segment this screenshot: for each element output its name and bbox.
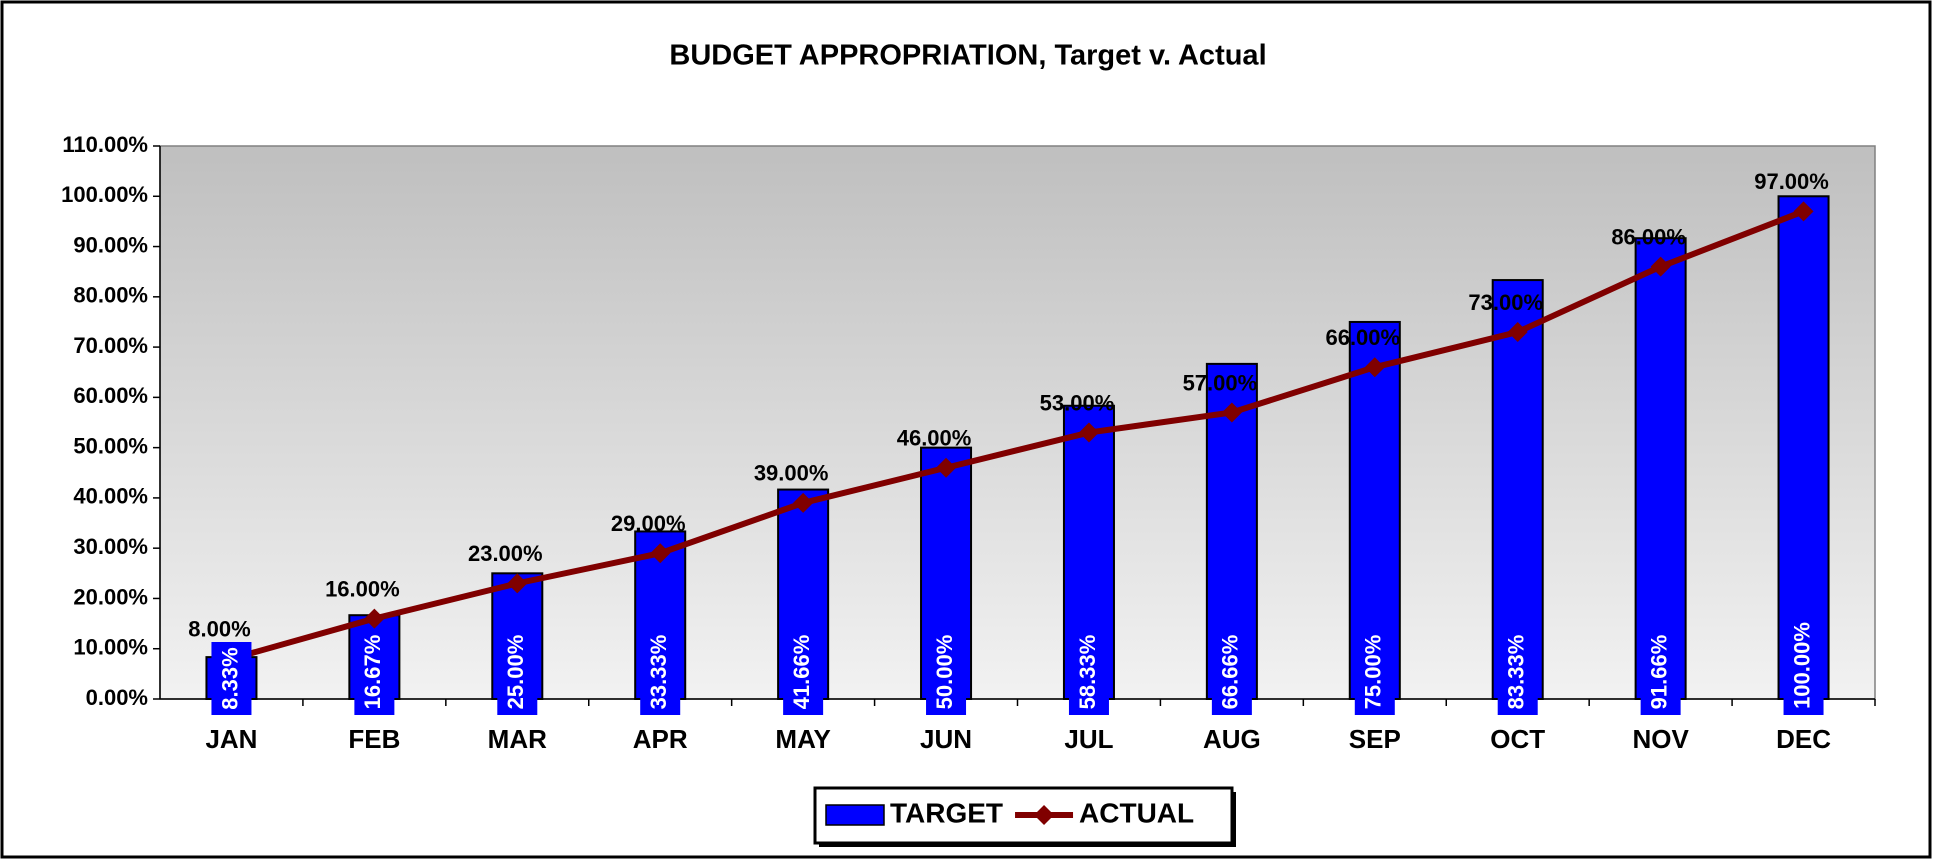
bar-value-label: 66.66% bbox=[1218, 635, 1243, 710]
bar-value-label: 33.33% bbox=[646, 635, 671, 710]
y-tick-label: 60.00% bbox=[73, 383, 148, 408]
line-value-label: 97.00% bbox=[1754, 169, 1829, 194]
y-tick-label: 100.00% bbox=[61, 182, 148, 207]
bar-label-bg bbox=[1497, 629, 1538, 715]
bar-label-bg bbox=[354, 629, 395, 715]
bar-value-label: 16.67% bbox=[360, 635, 385, 710]
chart-title: BUDGET APPROPRIATION, Target v. Actual bbox=[669, 40, 1266, 72]
bar-label-bg bbox=[1640, 629, 1681, 715]
line-value-label: 29.00% bbox=[611, 511, 686, 536]
line-value-label: 46.00% bbox=[897, 426, 972, 451]
line-marker bbox=[1793, 201, 1814, 222]
bar bbox=[1777, 195, 1830, 700]
plot-area bbox=[159, 145, 1876, 700]
x-tick-label: FEB bbox=[348, 724, 400, 754]
legend-swatch bbox=[825, 804, 885, 826]
line-value-label: 73.00% bbox=[1468, 290, 1543, 315]
x-tick-label: AUG bbox=[1203, 724, 1261, 754]
x-tick-label: OCT bbox=[1490, 724, 1545, 754]
line bbox=[230, 208, 1805, 662]
bar-label-bg bbox=[640, 629, 681, 715]
legend-label: TARGET bbox=[890, 797, 1003, 828]
line-value-label: 8.00% bbox=[188, 617, 250, 642]
y-tick-label: 10.00% bbox=[73, 635, 148, 660]
line-marker bbox=[1364, 357, 1385, 378]
y-tick-label: 80.00% bbox=[73, 283, 148, 308]
x-tick-label: JUL bbox=[1064, 724, 1113, 754]
y-tick-label: 50.00% bbox=[73, 433, 148, 458]
y-tick-label: 30.00% bbox=[73, 534, 148, 559]
x-tick-label: SEP bbox=[1349, 724, 1401, 754]
bar-label-bg bbox=[1211, 629, 1252, 715]
y-tick-label: 20.00% bbox=[73, 584, 148, 609]
bar-value-label: 25.00% bbox=[503, 635, 528, 710]
line-value-label: 23.00% bbox=[468, 541, 543, 566]
y-tick-label: 70.00% bbox=[73, 333, 148, 358]
x-tick-label: DEC bbox=[1776, 724, 1831, 754]
line-marker bbox=[1507, 322, 1528, 343]
bar-label-bg bbox=[1354, 629, 1395, 715]
bar-label-bg bbox=[1068, 629, 1109, 715]
line-marker bbox=[364, 608, 385, 629]
legend-label: ACTUAL bbox=[1079, 797, 1194, 828]
line-value-label: 16.00% bbox=[325, 576, 400, 601]
x-tick-label: JAN bbox=[205, 724, 257, 754]
line-value-label: 66.00% bbox=[1325, 325, 1400, 350]
x-tick-label: MAR bbox=[488, 724, 547, 754]
line-marker bbox=[1078, 422, 1099, 443]
y-tick-label: 110.00% bbox=[62, 132, 148, 157]
line-marker bbox=[793, 492, 814, 513]
bar-value-label: 83.33% bbox=[1504, 635, 1529, 710]
bar-value-label: 8.33% bbox=[217, 647, 242, 709]
bar-value-label: 100.00% bbox=[1789, 622, 1814, 709]
line-value-label: 53.00% bbox=[1040, 390, 1115, 415]
bar-label-bg bbox=[926, 629, 967, 715]
y-tick-label: 90.00% bbox=[73, 232, 148, 257]
line-marker bbox=[1221, 402, 1242, 423]
bar-value-label: 91.66% bbox=[1646, 635, 1671, 710]
bar-value-label: 50.00% bbox=[932, 635, 957, 710]
line-value-label: 39.00% bbox=[754, 461, 829, 486]
line-marker bbox=[936, 457, 957, 478]
bar-label-bg bbox=[497, 629, 538, 715]
bar-label-bg bbox=[783, 629, 824, 715]
line-marker bbox=[650, 543, 671, 564]
line-value-label: 57.00% bbox=[1183, 370, 1258, 395]
bar-value-label: 58.33% bbox=[1075, 635, 1100, 710]
bar-value-label: 41.66% bbox=[789, 635, 814, 710]
x-tick-label: APR bbox=[633, 724, 688, 754]
y-tick-label: 0.00% bbox=[86, 685, 148, 710]
x-tick-label: NOV bbox=[1632, 724, 1689, 754]
line-value-label: 86.00% bbox=[1611, 224, 1686, 249]
line-marker bbox=[1650, 256, 1671, 277]
line-marker bbox=[507, 573, 528, 594]
y-tick-label: 40.00% bbox=[73, 484, 148, 509]
bar-label-bg bbox=[211, 642, 252, 715]
bar-label-bg bbox=[1783, 616, 1824, 715]
bar-value-label: 75.00% bbox=[1361, 635, 1386, 710]
x-tick-label: MAY bbox=[775, 724, 830, 754]
x-tick-label: JUN bbox=[920, 724, 972, 754]
legend-marker bbox=[1034, 805, 1055, 825]
bar bbox=[1634, 237, 1687, 700]
